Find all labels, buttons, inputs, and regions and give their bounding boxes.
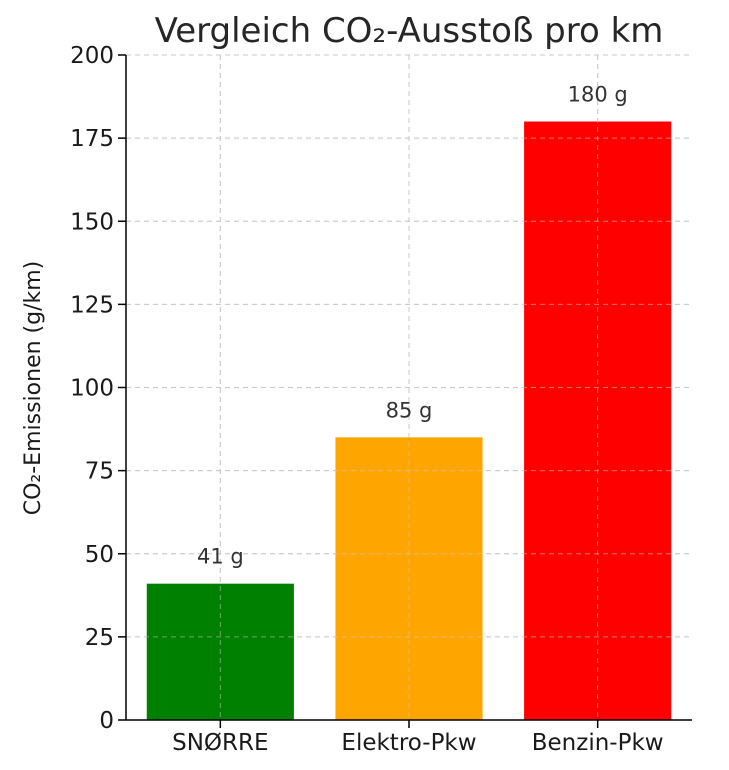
y-tick-label: 0 (99, 708, 114, 734)
y-tick-label: 175 (70, 126, 114, 152)
y-tick-label: 50 (85, 542, 114, 568)
chart-title: Vergleich CO₂-Ausstoß pro km (155, 11, 664, 51)
x-tick-labels: SNØRRE Elektro-Pkw Benzin-Pkw (172, 730, 663, 756)
y-tick-label: 125 (70, 292, 114, 318)
data-label: 41 g (197, 545, 244, 569)
data-label: 180 g (568, 83, 628, 107)
axes (118, 54, 692, 728)
y-tick-label: 150 (70, 209, 114, 235)
y-tick-label: 200 (70, 43, 114, 69)
data-labels: 41 g 85 g 180 g (197, 83, 628, 569)
y-axis-label: CO₂-Emissionen (g/km) (21, 261, 46, 516)
y-tick-label: 25 (85, 625, 114, 651)
y-tick-label: 75 (85, 459, 114, 485)
bars (126, 54, 692, 720)
y-tick-label: 100 (70, 376, 114, 402)
x-tick-label: Benzin-Pkw (532, 730, 664, 756)
y-tick-labels: 0 25 50 75 100 125 150 175 200 (70, 43, 114, 734)
x-tick-label: SNØRRE (172, 730, 268, 756)
x-tick-label: Elektro-Pkw (341, 730, 476, 756)
data-label: 85 g (386, 398, 433, 422)
